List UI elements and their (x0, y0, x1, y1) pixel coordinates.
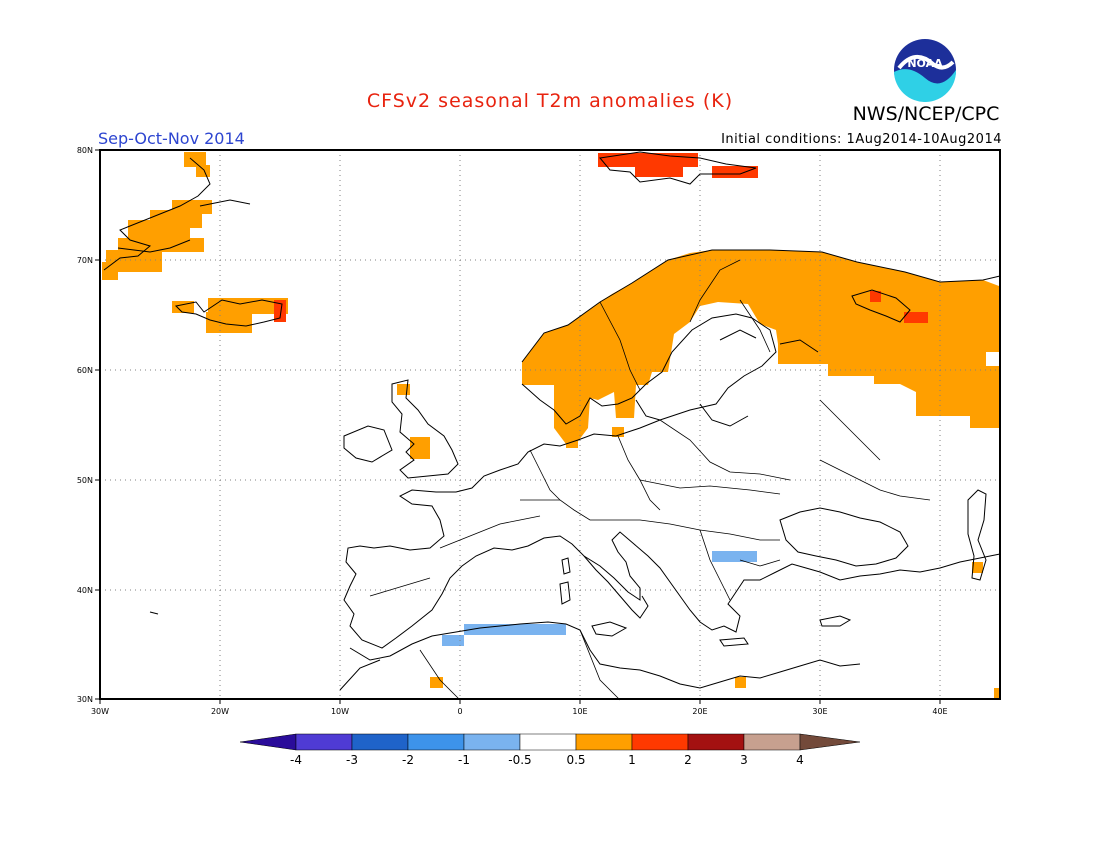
colorbar-segment-4 (463, 733, 521, 751)
colorbar-segment-10 (799, 733, 861, 751)
lat-label-30n: 30N (77, 695, 93, 704)
colorbar-label: -1 (458, 753, 470, 767)
lon-label-10w: 10W (331, 707, 349, 716)
noaa-logo: NOAA (894, 39, 957, 102)
scandinavia-russia-warm (522, 250, 999, 444)
colorbar-segment-6 (575, 733, 633, 751)
lat-label-70n: 70N (77, 256, 93, 265)
initial-conditions-label: Initial conditions: 1Aug2014-10Aug2014 (721, 132, 1002, 147)
lon-label-30e: 30E (812, 707, 827, 716)
colorbar-label: -3 (346, 753, 358, 767)
colorbar-label: 2 (684, 753, 692, 767)
colorbar-label: 4 (796, 753, 804, 767)
lon-label-20e: 20E (692, 707, 707, 716)
colorbar-label: -4 (290, 753, 302, 767)
colorbar: -4 -3 -2 -1 -0.5 0.5 1 2 3 4 (239, 733, 861, 767)
greenland-coast-warm-a (102, 152, 212, 280)
lat-label-60n: 60N (77, 366, 93, 375)
colorbar-label: -0.5 (508, 753, 531, 767)
anomaly-shading (102, 152, 1000, 699)
lat-label-80n: 80N (77, 146, 93, 155)
lon-label-40e: 40E (932, 707, 947, 716)
lon-label-10e: 10E (572, 707, 587, 716)
map-title: CFSv2 seasonal T2m anomalies (K) (366, 90, 734, 112)
colorbar-segment-8 (687, 733, 745, 751)
colorbar-segment-3 (407, 733, 465, 751)
colorbar-segment-0 (239, 733, 297, 751)
balkans-cool (712, 551, 757, 562)
lat-label-40n: 40N (77, 586, 93, 595)
colorbar-segment-1 (295, 733, 353, 751)
kola-hot (870, 291, 928, 323)
gridlines (100, 150, 1000, 699)
svg-text:NOAA: NOAA (907, 57, 943, 70)
colorbar-label: 3 (740, 753, 748, 767)
algeria-coast-cool (442, 624, 566, 646)
scattered-warm-cells (397, 384, 1000, 699)
country-borders (369, 259, 931, 701)
lon-ticks: 30W 20W 10W 0 10E 20E 30E 40E (91, 699, 948, 716)
map-frame (99, 149, 1001, 700)
colorbar-label: -2 (402, 753, 414, 767)
colorbar-segment-2 (351, 733, 409, 751)
iceland-east-hot (274, 300, 286, 322)
lon-label-0: 0 (457, 707, 462, 716)
coastlines (103, 151, 1001, 691)
season-label: Sep-Oct-Nov 2014 (98, 129, 245, 148)
iceland-warm (172, 298, 288, 333)
lat-ticks: 80N 70N 60N 50N 40N 30N (77, 146, 100, 704)
colorbar-segment-7 (631, 733, 689, 751)
colorbar-segment-5 (519, 733, 577, 751)
lon-label-30w: 30W (91, 707, 109, 716)
lat-label-50n: 50N (77, 476, 93, 485)
agency-label: NWS/NCEP/CPC (852, 103, 1000, 125)
colorbar-label: 0.5 (566, 753, 585, 767)
lon-label-20w: 20W (211, 707, 229, 716)
colorbar-label: 1 (628, 753, 636, 767)
colorbar-segment-9 (743, 733, 801, 751)
